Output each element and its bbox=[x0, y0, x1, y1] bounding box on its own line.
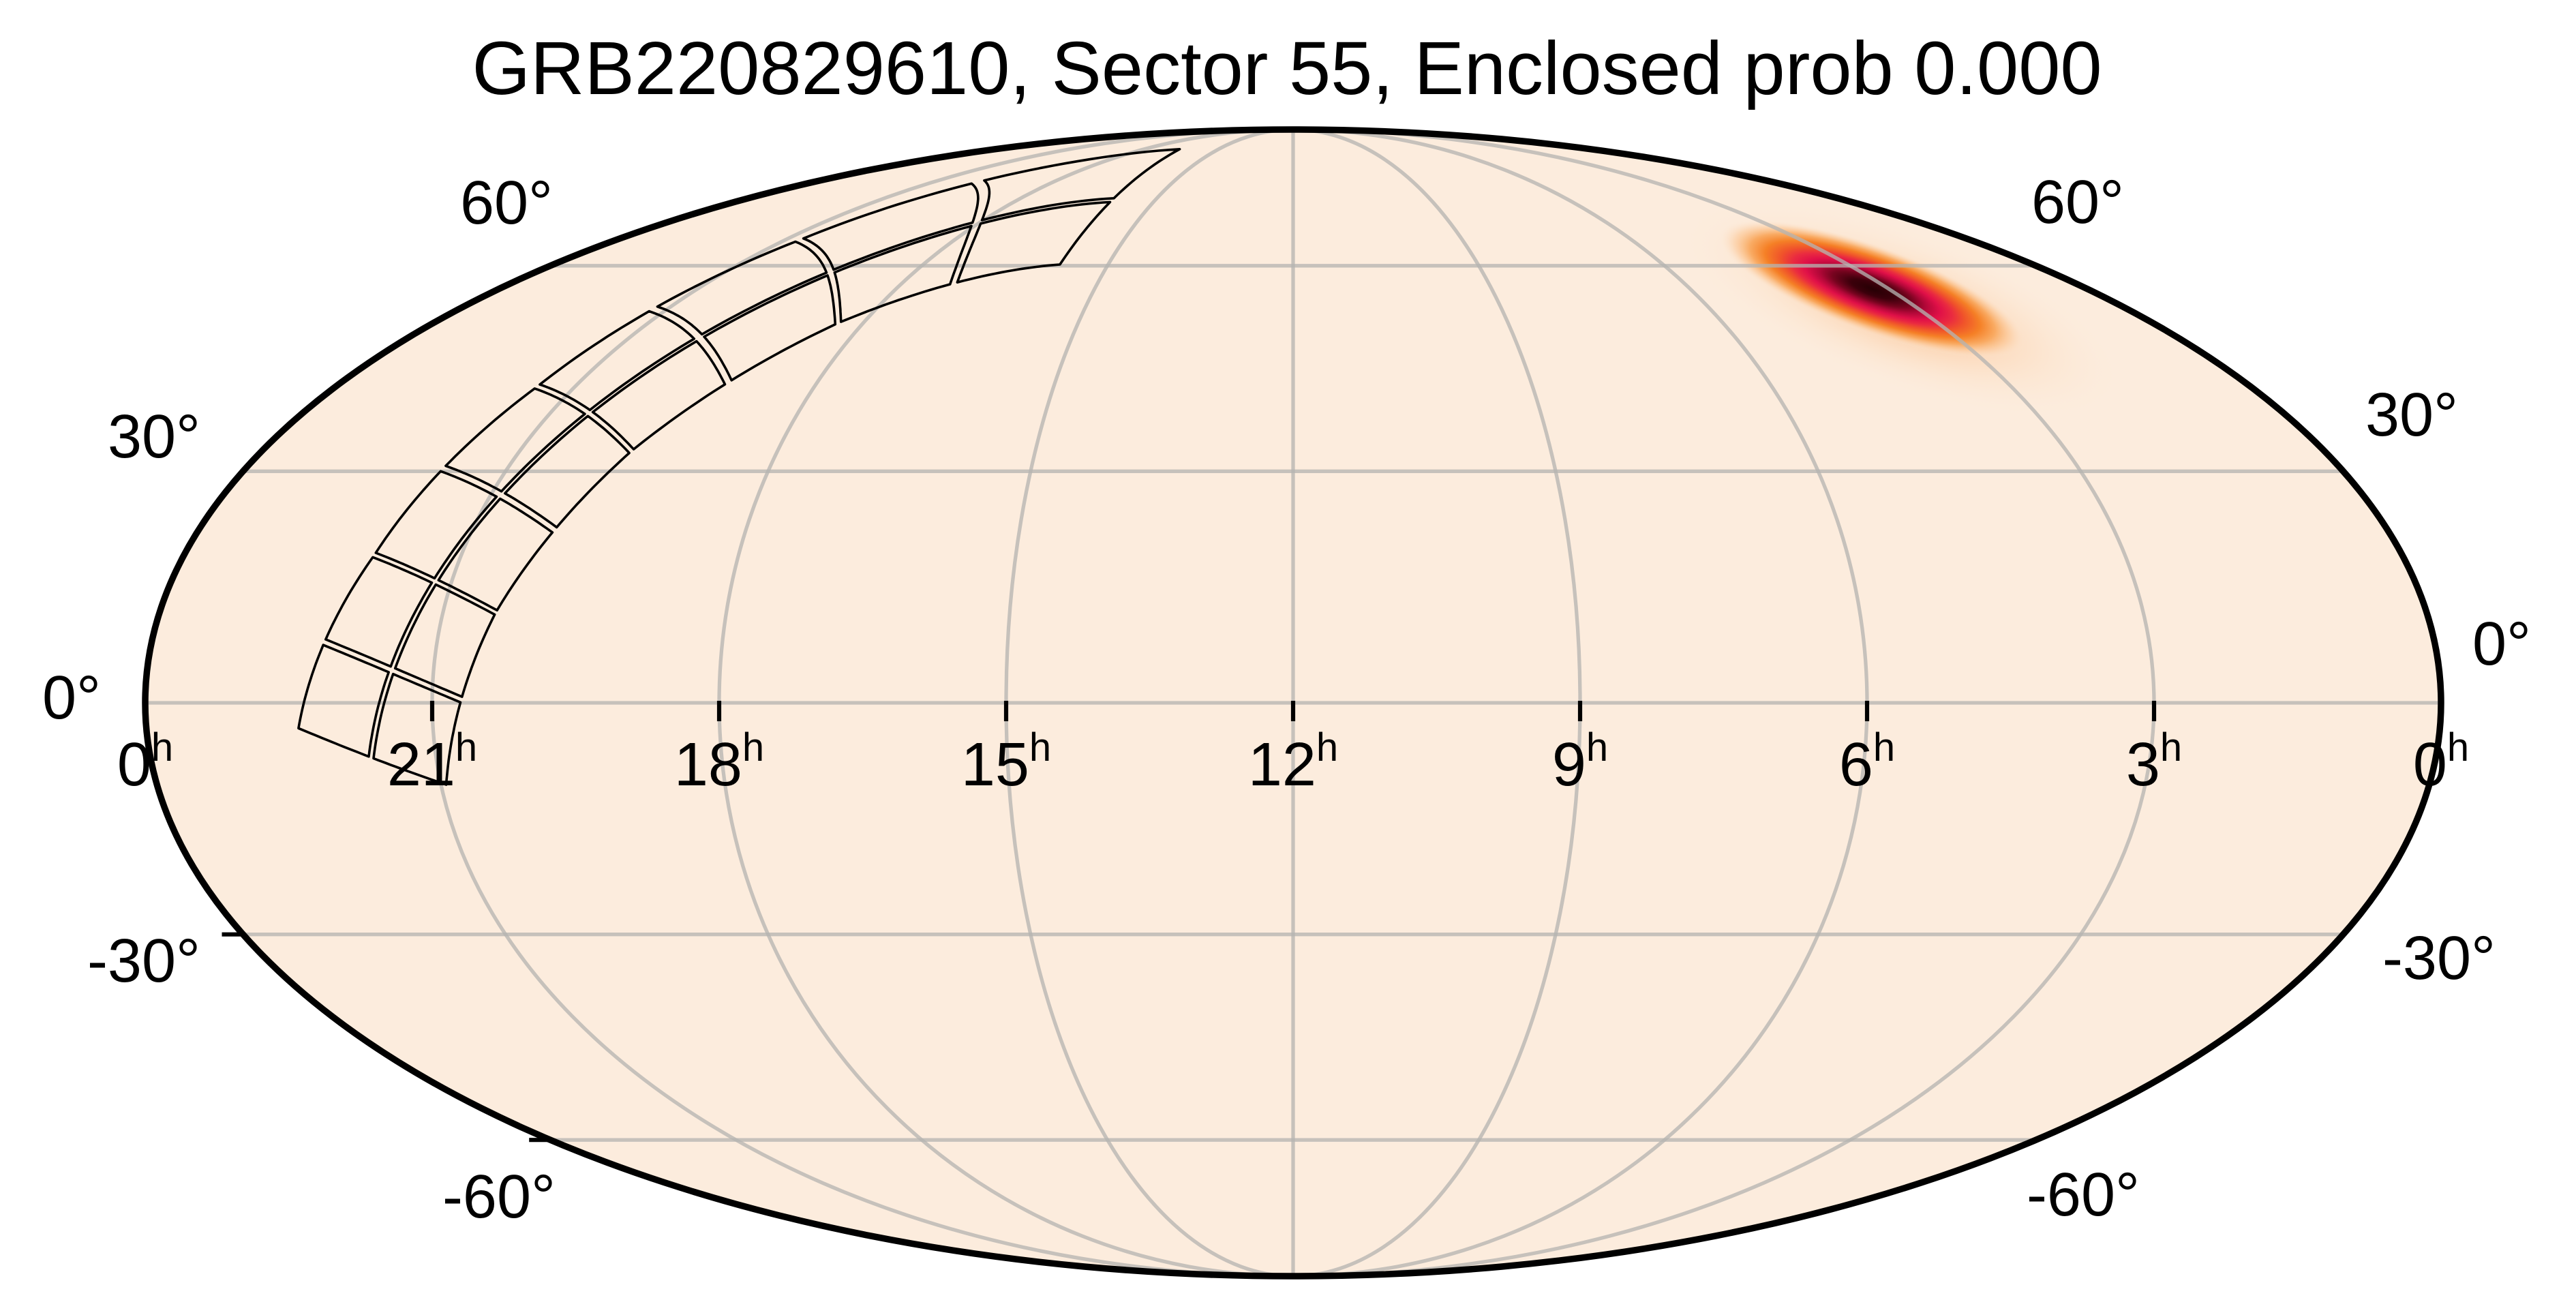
svg-text:60°: 60° bbox=[2031, 168, 2124, 237]
svg-text:-30°: -30° bbox=[87, 927, 200, 995]
svg-text:0°: 0° bbox=[42, 664, 101, 732]
svg-text:6h: 6h bbox=[1839, 725, 1895, 799]
svg-text:60°: 60° bbox=[460, 169, 553, 237]
svg-text:30°: 30° bbox=[2365, 381, 2458, 449]
svg-text:-60°: -60° bbox=[442, 1163, 556, 1231]
svg-text:30°: 30° bbox=[108, 403, 200, 471]
svg-text:-30°: -30° bbox=[2382, 924, 2496, 993]
svg-text:0h: 0h bbox=[117, 725, 173, 799]
svg-text:-60°: -60° bbox=[2027, 1161, 2140, 1229]
svg-text:0°: 0° bbox=[2472, 610, 2531, 678]
svg-text:GRB220829610, Sector 55, Enclo: GRB220829610, Sector 55, Enclosed prob 0… bbox=[472, 27, 2102, 110]
